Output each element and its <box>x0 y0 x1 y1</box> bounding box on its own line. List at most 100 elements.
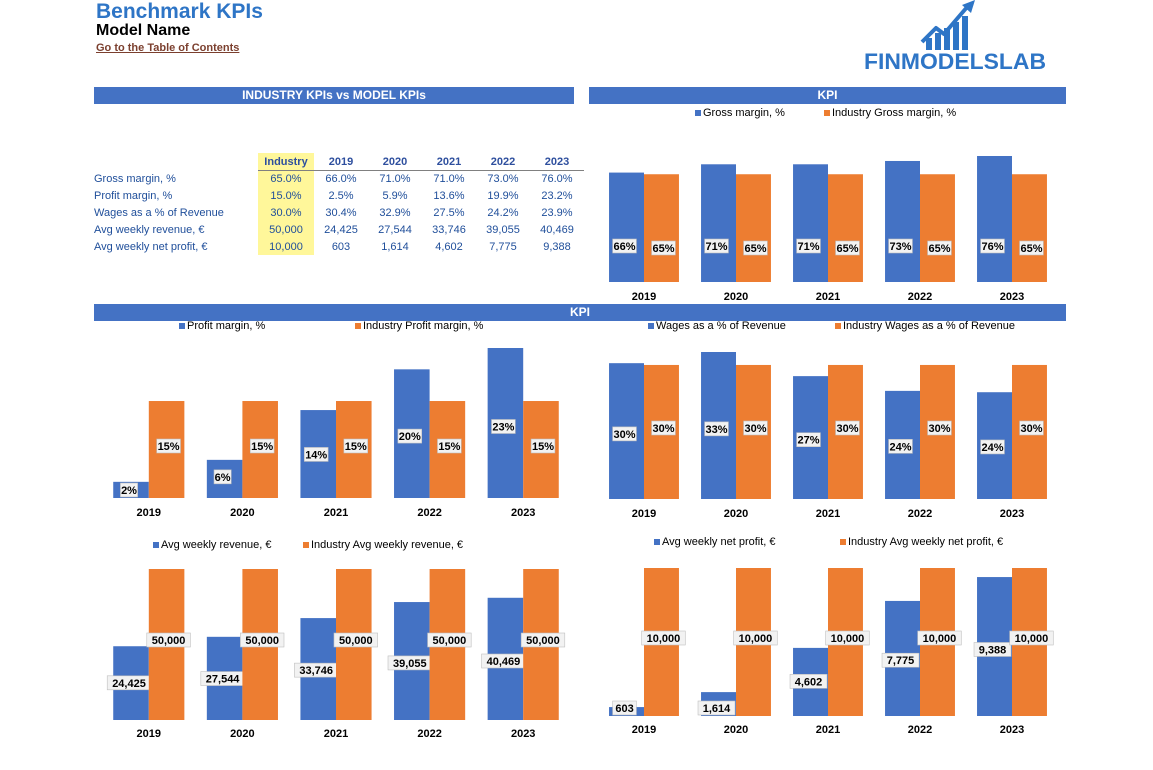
data-label: 50,000 <box>152 635 186 647</box>
row-label: Wages as a % of Revenue <box>94 206 224 219</box>
data-label-box <box>835 420 860 436</box>
data-label: 30% <box>836 423 858 435</box>
industry-cell: 65.0% <box>258 170 314 188</box>
data-label: 65% <box>744 243 766 255</box>
data-label-box <box>333 632 378 648</box>
data-label-box <box>651 240 676 256</box>
value-cell: 23.2% <box>541 190 573 203</box>
chart-wages-share: Wages as a % of Revenue Industry Wages as… <box>609 320 1047 520</box>
value-cell: 24.2% <box>487 206 519 219</box>
row-label: Avg weekly revenue, € <box>94 223 205 236</box>
data-label-box <box>651 420 676 436</box>
table-row: Gross margin, % 65.0% 66.0% 71.0% 71.0% … <box>92 170 584 188</box>
model-bar <box>609 172 644 282</box>
x-tick-label: 2019 <box>632 508 656 520</box>
legend-label: Profit margin, % <box>187 320 265 332</box>
value-cell: 30.4% <box>325 206 357 219</box>
data-label-box <box>704 421 729 437</box>
data-label-box <box>304 447 329 462</box>
legend-swatch <box>648 323 654 329</box>
row-label: Profit margin, % <box>94 190 173 203</box>
legend-label: Industry Profit margin, % <box>363 320 484 332</box>
data-label: 9,388 <box>979 644 1007 656</box>
data-label: 73% <box>890 241 912 253</box>
data-label-box <box>881 652 920 668</box>
data-label-box <box>697 700 736 716</box>
legend-swatch <box>179 323 185 329</box>
row-label: Gross margin, % <box>94 173 176 186</box>
data-label: 14% <box>305 449 327 461</box>
x-tick-label: 2019 <box>137 507 161 519</box>
data-label-box <box>927 240 952 256</box>
legend-swatch <box>824 110 830 116</box>
legend-swatch <box>840 539 846 545</box>
legend-label: Industry Wages as a % of Revenue <box>843 320 1015 332</box>
table-row: Avg weekly revenue, € 50,000 24,425 27,5… <box>92 221 584 239</box>
legend-label: Industry Gross margin, % <box>832 107 956 119</box>
data-label: 10,000 <box>647 633 681 645</box>
data-label-box <box>491 419 516 434</box>
value-cell: 32.9% <box>379 206 411 219</box>
legend-swatch <box>303 542 309 548</box>
legend-swatch <box>835 323 841 329</box>
data-label-box <box>825 630 870 646</box>
table-header-industry: Industry <box>258 153 314 171</box>
x-tick-label: 2020 <box>724 291 748 303</box>
data-label-box <box>980 238 1005 254</box>
x-tick-label: 2021 <box>324 728 348 740</box>
x-tick-label: 2023 <box>511 507 535 519</box>
value-cell: 27.5% <box>433 206 465 219</box>
value-cell: 40,469 <box>540 223 574 236</box>
section-header-industry-vs-model: INDUSTRY KPIs vs MODEL KPIs <box>94 87 574 104</box>
table-header-year: 2023 <box>530 153 584 171</box>
legend-label: Gross margin, % <box>703 107 785 119</box>
data-label: 30% <box>652 423 674 435</box>
kpi-table: Industry 2019 2020 2021 2022 2023 Gross … <box>92 153 584 255</box>
legend-label: Industry Avg weekly net profit, € <box>848 536 1003 548</box>
x-tick-label: 2021 <box>816 724 840 736</box>
data-label: 71% <box>798 241 820 253</box>
table-of-contents-link[interactable]: Go to the Table of Contents <box>96 42 240 54</box>
page-title: Benchmark KPIs <box>96 0 263 23</box>
data-label: 40,469 <box>487 656 521 668</box>
logo-text: FINMODELSLAB <box>864 49 1046 74</box>
data-label-box <box>789 674 828 689</box>
value-cell: 19.9% <box>487 190 519 203</box>
data-label-box <box>796 238 821 254</box>
x-tick-label: 2022 <box>908 724 932 736</box>
table-header-row: Industry 2019 2020 2021 2022 2023 <box>92 153 584 171</box>
data-label-box <box>743 420 768 436</box>
data-label-box <box>612 238 637 254</box>
legend-swatch <box>153 542 159 548</box>
data-label: 71% <box>706 241 728 253</box>
value-cell: 73.0% <box>487 173 519 186</box>
value-cell: 66.0% <box>325 173 357 186</box>
value-cell: 13.6% <box>433 190 465 203</box>
table-header-year: 2019 <box>314 153 368 171</box>
data-label-box <box>927 420 952 436</box>
data-label: 30% <box>614 429 636 441</box>
data-label: 39,055 <box>393 658 427 670</box>
value-cell: 5.9% <box>382 190 408 203</box>
data-label-box <box>240 632 285 648</box>
data-label: 15% <box>438 441 460 453</box>
chart-profit-margin: Profit margin, % Industry Profit margin, … <box>113 320 559 519</box>
data-label: 10,000 <box>831 633 865 645</box>
table-row: Avg weekly net profit, € 10,000 603 1,61… <box>92 238 584 255</box>
x-tick-label: 2023 <box>1000 724 1024 736</box>
x-tick-label: 2020 <box>724 724 748 736</box>
value-cell: 2.5% <box>328 190 354 203</box>
x-tick-label: 2022 <box>417 728 441 740</box>
industry-bar <box>920 174 955 282</box>
value-cell: 39,055 <box>486 223 520 236</box>
industry-cell: 30.0% <box>258 204 314 222</box>
x-tick-label: 2022 <box>417 507 441 519</box>
x-tick-label: 2022 <box>908 291 932 303</box>
legend-swatch <box>654 539 660 545</box>
data-label-box <box>888 238 913 254</box>
chart-weekly-revenue: Avg weekly revenue, € Industry Avg weekly… <box>106 539 566 740</box>
data-label: 603 <box>615 703 633 715</box>
data-label: 30% <box>1020 423 1042 435</box>
data-label: 65% <box>836 243 858 255</box>
data-label: 15% <box>251 441 273 453</box>
